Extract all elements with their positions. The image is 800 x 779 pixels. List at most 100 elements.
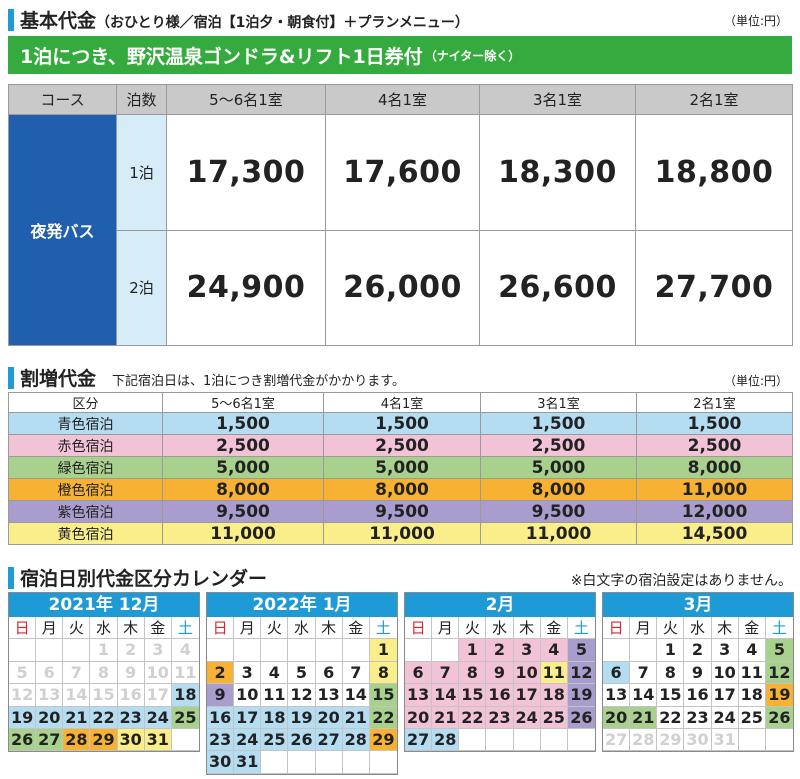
surcharge-label: 紫色宿泊: [8, 500, 163, 523]
day-cell: [603, 639, 631, 662]
month-grid: 日月火水木金土 1 2 3 4 5 6 7 8 9 10 11 12 13 14 15 16 17 18 19 20 21…: [603, 617, 793, 752]
surcharge-value: 5,000: [323, 456, 481, 479]
surcharge-row: 青色宿泊 1,500 1,500 1,500 1,500: [8, 412, 793, 435]
day-cell: 1: [369, 639, 397, 662]
price-cell: 24,900: [166, 229, 326, 346]
surcharge-label: 青色宿泊: [8, 412, 163, 435]
day-cell: 8: [459, 661, 487, 685]
day-cell: 10: [144, 661, 172, 685]
day-cell: 11: [540, 661, 568, 685]
weekday-label: 土: [567, 617, 595, 640]
surcharge-section-header: 割増代金 下記宿泊日は、1泊につき割増代金がかかります。: [8, 364, 405, 391]
day-cell: 25: [540, 706, 568, 729]
header-room-3: 3名1室: [479, 84, 636, 115]
surcharge-row: 緑色宿泊 5,000 5,000 5,000 8,000: [8, 456, 793, 479]
section-marker: [8, 566, 14, 589]
day-cell: 15: [90, 684, 118, 707]
surcharge-value: 9,500: [323, 500, 481, 523]
surcharge-value: 11,000: [480, 522, 637, 545]
weekday-label: 月: [234, 617, 262, 640]
header-nights: 泊数: [116, 84, 167, 115]
price-cell: 17,300: [166, 114, 326, 231]
surcharge-row: 黄色宿泊 11,000 11,000 11,000 14,500: [8, 522, 793, 545]
day-cell: 22: [657, 706, 685, 729]
day-cell: 23: [207, 728, 235, 752]
surcharge-value: 2,500: [480, 434, 637, 457]
day-cell: 4: [171, 639, 199, 662]
day-cell: 22: [90, 706, 118, 729]
day-cell: 4: [261, 661, 289, 685]
month-title: 2021年 12月: [9, 593, 199, 617]
day-cell: 14: [432, 684, 460, 707]
day-cell: [234, 639, 262, 662]
weekday-label: 木: [117, 617, 145, 640]
day-cell: 2: [117, 639, 145, 662]
day-cell: [9, 639, 37, 662]
price-cell: 26,600: [479, 229, 636, 346]
day-cell: 18: [540, 684, 568, 707]
weekday-label: 水: [90, 617, 118, 640]
day-cell: 5: [9, 661, 37, 685]
day-cell: [738, 728, 766, 752]
month-title: 3月: [603, 593, 793, 617]
day-cell: 17: [513, 684, 541, 707]
calendar-section-header: 宿泊日別代金区分カレンダー: [8, 564, 267, 591]
day-cell: 13: [603, 684, 631, 707]
header-room-4: 4名1室: [325, 84, 480, 115]
day-cell: 9: [684, 661, 712, 685]
day-cell: 29: [369, 728, 397, 752]
weekday-label: 日: [207, 617, 235, 640]
section-marker: [8, 366, 14, 389]
day-cell: 24: [144, 706, 172, 729]
day-cell: 8: [90, 661, 118, 685]
day-cell: 29: [657, 728, 685, 752]
day-cell: 9: [486, 661, 514, 685]
base-row-1-night: 夜発バス 1泊 17,300 17,600 18,300 18,800: [8, 114, 793, 346]
day-cell: 29: [90, 728, 118, 752]
day-cell: 30: [684, 728, 712, 752]
day-cell: 14: [63, 684, 91, 707]
surcharge-value: 8,000: [162, 478, 324, 501]
day-cell: 12: [9, 684, 37, 707]
day-cell: 3: [234, 661, 262, 685]
day-cell: [36, 639, 64, 662]
day-cell: 16: [486, 684, 514, 707]
day-cell: 18: [171, 684, 199, 707]
header-course: コース: [8, 84, 117, 115]
weekday-label: 金: [144, 617, 172, 640]
weekday-label: 火: [261, 617, 289, 640]
weekday-label: 火: [657, 617, 685, 640]
day-cell: 10: [513, 661, 541, 685]
day-cell: 7: [342, 661, 370, 685]
day-cell: 5: [567, 639, 595, 662]
header-room-5-6: 5〜6名1室: [162, 392, 324, 413]
day-cell: 23: [486, 706, 514, 729]
day-cell: 11: [171, 661, 199, 685]
surcharge-value: 11,000: [162, 522, 324, 545]
weekday-label: 水: [486, 617, 514, 640]
day-cell: [288, 639, 316, 662]
day-cell: 16: [684, 684, 712, 707]
day-cell: 27: [603, 728, 631, 752]
day-cell: 26: [765, 706, 793, 729]
day-cell: 15: [369, 684, 397, 707]
surcharge-header-row: 区分 5〜6名1室 4名1室 3名1室 2名1室: [8, 392, 793, 413]
surcharge-value: 1,500: [636, 412, 793, 435]
day-cell: 20: [603, 706, 631, 729]
weekday-label: 日: [405, 617, 433, 640]
weekday-label: 水: [684, 617, 712, 640]
price-cell: 27,700: [635, 229, 793, 346]
day-cell: 20: [405, 706, 433, 729]
base-title: 基本代金: [20, 10, 97, 32]
day-cell: 14: [342, 684, 370, 707]
weekday-label: 月: [432, 617, 460, 640]
day-cell: 26: [567, 706, 595, 729]
surcharge-row: 紫色宿泊 9,500 9,500 9,500 12,000: [8, 500, 793, 523]
day-cell: 27: [315, 728, 343, 752]
day-cell: [315, 751, 343, 774]
day-cell: 20: [315, 706, 343, 729]
day-cell: [567, 728, 595, 752]
surcharge-label: 緑色宿泊: [8, 456, 163, 479]
day-cell: 17: [234, 706, 262, 729]
day-cell: 28: [342, 728, 370, 752]
